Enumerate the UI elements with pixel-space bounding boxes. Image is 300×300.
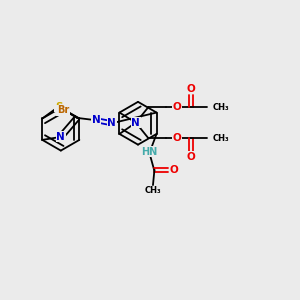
Text: O: O bbox=[172, 102, 181, 112]
Text: O: O bbox=[187, 152, 196, 161]
Text: O: O bbox=[169, 165, 178, 175]
Text: O: O bbox=[187, 84, 196, 94]
Text: N: N bbox=[56, 132, 65, 142]
Text: S: S bbox=[55, 102, 62, 112]
Text: CH₃: CH₃ bbox=[145, 186, 161, 195]
Text: HN: HN bbox=[141, 147, 157, 157]
Text: N: N bbox=[107, 118, 116, 128]
Text: N: N bbox=[92, 115, 101, 125]
Text: CH₃: CH₃ bbox=[213, 103, 230, 112]
Text: O: O bbox=[172, 133, 181, 143]
Text: CH₃: CH₃ bbox=[213, 134, 230, 142]
Text: N: N bbox=[131, 118, 140, 128]
Text: Br: Br bbox=[57, 105, 69, 115]
